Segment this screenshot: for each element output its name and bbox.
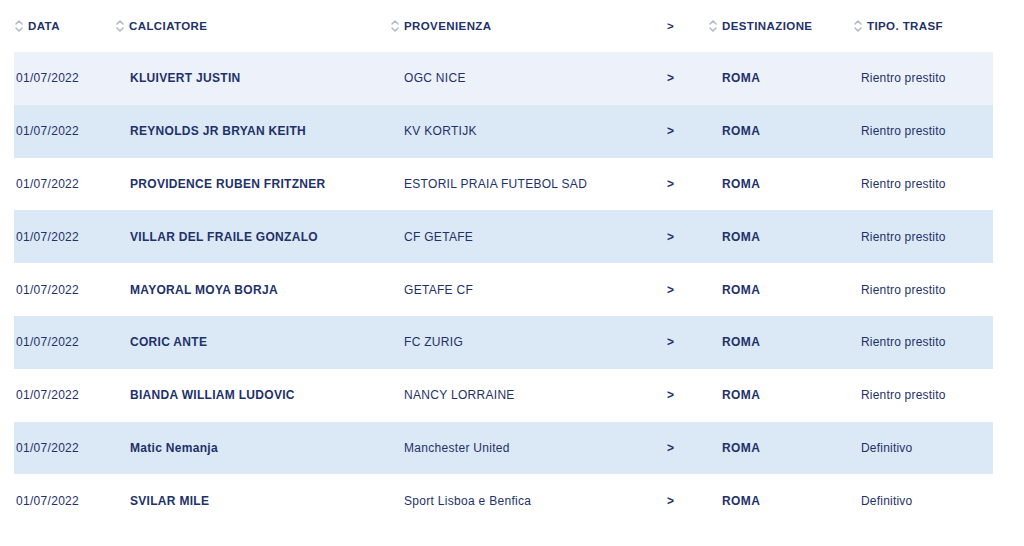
table-row[interactable]: 01/07/2022 REYNOLDS JR BRYAN KEITH KV KO… xyxy=(14,105,993,158)
destination-club: ROMA xyxy=(693,283,853,297)
origin-club: NANCY LORRAINE xyxy=(390,388,655,402)
player-name: MAYORAL MOYA BORJA xyxy=(115,283,390,297)
player-name: SVILAR MILE xyxy=(115,494,390,508)
table-row[interactable]: 01/07/2022 CORIC ANTE FC ZURIG > ROMA Ri… xyxy=(14,316,993,369)
transfer-type: Rientro prestito xyxy=(853,124,993,138)
destination-club: ROMA xyxy=(693,124,853,138)
destination-club: ROMA xyxy=(693,230,853,244)
table-row[interactable]: 01/07/2022 VILLAR DEL FRAILE GONZALO CF … xyxy=(14,210,993,263)
column-header-destinazione: DESTINAZIONE xyxy=(693,18,853,34)
player-name: REYNOLDS JR BRYAN KEITH xyxy=(115,124,390,138)
origin-club: ESTORIL PRAIA FUTEBOL SAD xyxy=(390,177,655,191)
transfer-type: Rientro prestito xyxy=(853,230,993,244)
transfer-type: Definitivo xyxy=(853,494,993,508)
origin-club: CF GETAFE xyxy=(390,230,655,244)
table-row[interactable]: 01/07/2022 KLUIVERT JUSTIN OGC NICE > RO… xyxy=(14,52,993,105)
table-row[interactable]: 01/07/2022 MAYORAL MOYA BORJA GETAFE CF … xyxy=(14,263,993,316)
column-header-provenienza: PROVENIENZA xyxy=(390,18,655,34)
origin-club: Sport Lisboa e Benfica xyxy=(390,494,655,508)
column-header-label[interactable]: DESTINAZIONE xyxy=(722,20,812,32)
transfer-date: 01/07/2022 xyxy=(14,283,115,297)
transfer-arrow-icon: > xyxy=(655,124,693,138)
table-row[interactable]: 01/07/2022 SVILAR MILE Sport Lisboa e Be… xyxy=(14,474,993,527)
column-header-label[interactable]: CALCIATORE xyxy=(129,20,207,32)
transfer-date: 01/07/2022 xyxy=(14,441,115,455)
sort-icon[interactable] xyxy=(14,18,24,34)
transfer-arrow-icon: > xyxy=(655,388,693,402)
destination-club: ROMA xyxy=(693,441,853,455)
transfer-arrow-icon: > xyxy=(655,335,693,349)
transfer-type: Rientro prestito xyxy=(853,71,993,85)
transfers-table: DATA CALCIATORE PROVENIENZA > xyxy=(14,0,993,527)
destination-club: ROMA xyxy=(693,177,853,191)
transfer-date: 01/07/2022 xyxy=(14,388,115,402)
sort-icon[interactable] xyxy=(853,18,863,34)
origin-club: GETAFE CF xyxy=(390,283,655,297)
player-name: Matic Nemanja xyxy=(115,441,390,455)
transfer-arrow-icon: > xyxy=(655,177,693,191)
transfer-date: 01/07/2022 xyxy=(14,71,115,85)
transfer-date: 01/07/2022 xyxy=(14,124,115,138)
transfer-date: 01/07/2022 xyxy=(14,335,115,349)
table-row[interactable]: 01/07/2022 BIANDA WILLIAM LUDOVIC NANCY … xyxy=(14,369,993,422)
column-header-data: DATA xyxy=(14,18,115,34)
transfer-arrow-icon: > xyxy=(655,283,693,297)
transfer-date: 01/07/2022 xyxy=(14,177,115,191)
transfer-type: Rientro prestito xyxy=(853,283,993,297)
transfer-type: Definitivo xyxy=(853,441,993,455)
origin-club: OGC NICE xyxy=(390,71,655,85)
column-header-label: > xyxy=(667,20,674,32)
transfer-arrow-icon: > xyxy=(655,230,693,244)
transfer-arrow-icon: > xyxy=(655,494,693,508)
transfer-type: Rientro prestito xyxy=(853,388,993,402)
player-name: PROVIDENCE RUBEN FRITZNER xyxy=(115,177,390,191)
destination-club: ROMA xyxy=(693,335,853,349)
player-name: KLUIVERT JUSTIN xyxy=(115,71,390,85)
table-body: 01/07/2022 KLUIVERT JUSTIN OGC NICE > RO… xyxy=(14,52,993,527)
destination-club: ROMA xyxy=(693,71,853,85)
column-header-arrow: > xyxy=(655,20,693,32)
column-header-label[interactable]: PROVENIENZA xyxy=(404,20,491,32)
player-name: BIANDA WILLIAM LUDOVIC xyxy=(115,388,390,402)
origin-club: Manchester United xyxy=(390,441,655,455)
sort-icon[interactable] xyxy=(708,18,718,34)
destination-club: ROMA xyxy=(693,388,853,402)
transfer-type: Rientro prestito xyxy=(853,177,993,191)
transfer-date: 01/07/2022 xyxy=(14,230,115,244)
column-header-calciatore: CALCIATORE xyxy=(115,18,390,34)
column-header-label[interactable]: DATA xyxy=(28,20,60,32)
sort-icon[interactable] xyxy=(390,18,400,34)
column-header-tipo_trasf: TIPO. TRASF xyxy=(853,18,993,34)
transfer-arrow-icon: > xyxy=(655,441,693,455)
player-name: VILLAR DEL FRAILE GONZALO xyxy=(115,230,390,244)
transfer-type: Rientro prestito xyxy=(853,335,993,349)
player-name: CORIC ANTE xyxy=(115,335,390,349)
transfer-date: 01/07/2022 xyxy=(14,494,115,508)
origin-club: FC ZURIG xyxy=(390,335,655,349)
transfer-arrow-icon: > xyxy=(655,71,693,85)
destination-club: ROMA xyxy=(693,494,853,508)
table-row[interactable]: 01/07/2022 Matic Nemanja Manchester Unit… xyxy=(14,422,993,475)
transfers-page: DATA CALCIATORE PROVENIENZA > xyxy=(0,0,1024,546)
table-header: DATA CALCIATORE PROVENIENZA > xyxy=(14,0,993,52)
sort-icon[interactable] xyxy=(115,18,125,34)
table-row[interactable]: 01/07/2022 PROVIDENCE RUBEN FRITZNER EST… xyxy=(14,158,993,211)
origin-club: KV KORTIJK xyxy=(390,124,655,138)
column-header-label[interactable]: TIPO. TRASF xyxy=(867,20,943,32)
